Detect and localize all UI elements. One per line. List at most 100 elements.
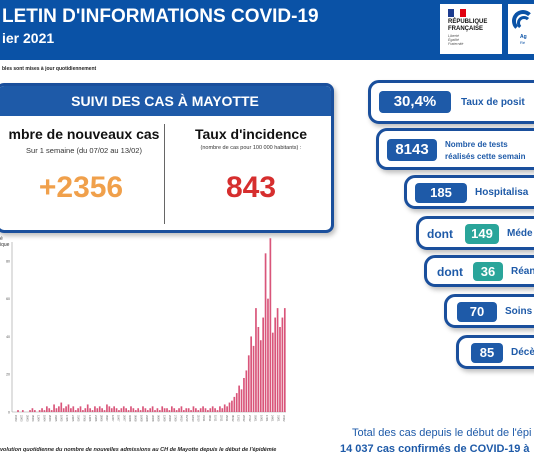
x-tick-label: 24/05 [71, 415, 75, 422]
chart-bar [41, 408, 43, 412]
x-tick-label: 18/10 [191, 415, 195, 422]
chart-bar [231, 400, 233, 412]
x-tick-label: 04/10 [179, 415, 183, 422]
chart-bar [197, 410, 200, 412]
tests-value: 8143 [387, 139, 437, 161]
chart-bar [245, 370, 248, 412]
soins-label: Soins a [505, 306, 534, 317]
chart-bar [247, 355, 250, 412]
new-cases-block: mbre de nouveaux cas Sur 1 semaine (du 0… [0, 126, 169, 155]
chart-bar [259, 340, 262, 412]
x-tick-label: 30/08 [151, 415, 155, 422]
reanimation-dont: dont [437, 265, 463, 279]
chart-bar [235, 393, 238, 412]
x-tick-label: 09/08 [134, 415, 138, 422]
chart-bar [154, 410, 156, 412]
chart-bar [101, 408, 103, 412]
suivi-panel: SUIVI DES CAS À MAYOTTE mbre de nouveaux… [0, 83, 334, 233]
chart-bar [271, 332, 274, 412]
tests-label: Nombre de tests réalisés cette semain [445, 140, 526, 161]
chart-bar [79, 406, 82, 412]
french-flag-icon [448, 9, 466, 17]
chart-bar [252, 345, 255, 412]
x-tick-label: 15/11 [214, 415, 218, 422]
chart-bar [166, 408, 168, 412]
x-tick-label: 06/12 [231, 415, 235, 422]
chart-bar [168, 410, 171, 412]
x-tick-label: 15/03 [14, 415, 18, 422]
chart-bar [118, 410, 120, 412]
x-tick-label: 26/04 [48, 415, 52, 422]
x-tick-label: 01/11 [202, 415, 206, 422]
x-tick-label: 03/01 [254, 415, 258, 422]
x-tick-label: 07/06 [82, 415, 86, 422]
chart-bar [243, 378, 245, 412]
incidence-value: 843 [225, 171, 277, 204]
medecine-pill: dont 149 Méde [416, 216, 534, 250]
x-tick-label: 25/10 [197, 415, 201, 422]
ars-arc-icon [512, 10, 534, 32]
reanimation-pill: dont 36 Réani [424, 255, 534, 287]
y-tick-label: 60 [6, 297, 10, 301]
chart-bar [144, 408, 147, 412]
chart-bar [216, 410, 219, 412]
chart-bar [190, 410, 192, 412]
x-tick-label: 02/08 [128, 415, 132, 422]
chart-bar [257, 327, 260, 412]
chart-bar [269, 238, 272, 412]
reanimation-value: 36 [473, 262, 503, 281]
suivi-title-bar: SUIVI DES CAS À MAYOTTE [0, 86, 331, 116]
x-tick-label: 31/01 [276, 415, 280, 422]
x-tick-label: 07/02 [282, 415, 286, 422]
x-tick-label: 13/09 [162, 415, 166, 422]
chart-bar [202, 406, 204, 412]
chart-bar [207, 410, 209, 412]
x-tick-label: 22/11 [219, 415, 223, 422]
suivi-title: SUIVI DES CAS À MAYOTTE [71, 93, 259, 109]
chart-bar [62, 408, 65, 412]
chart-bar [264, 253, 267, 412]
total-cases-value: 14 037 cas confirmés de COVID-19 à [340, 443, 530, 455]
positivity-label: Taux de posit [461, 97, 525, 108]
x-tick-label: 17/05 [65, 415, 69, 422]
chart-bar [250, 336, 252, 412]
chart-bar [94, 406, 96, 412]
chart-bar [158, 410, 161, 412]
x-tick-label: 27/12 [248, 415, 252, 422]
chart-bar [108, 406, 111, 412]
divider [164, 124, 165, 224]
x-tick-label: 13/12 [236, 415, 240, 422]
chart-bar [262, 317, 265, 412]
chart-bar [223, 404, 226, 412]
chart-bar [103, 410, 106, 412]
y-tick-label: 20 [6, 373, 10, 377]
chart-bar [50, 410, 53, 412]
x-tick-label: 31/05 [77, 415, 81, 422]
chart-bar [29, 410, 31, 412]
incidence-title: Taux d'incidence [195, 126, 307, 142]
chart-bar [33, 410, 36, 412]
x-tick-label: 12/07 [111, 415, 115, 422]
chart-bar [255, 308, 257, 412]
new-cases-period: Sur 1 semaine (du 07/02 au 13/02) [26, 146, 142, 155]
chart-bar [163, 408, 166, 412]
chart-bar [65, 406, 67, 412]
chart-caption: volution quotidienne du nombre de nouvel… [0, 447, 277, 453]
y-axis-label: é ique [0, 236, 10, 248]
chart-bar [86, 404, 89, 412]
chart-bar [98, 406, 101, 412]
chart-bar [149, 408, 152, 412]
chart-bar [281, 317, 284, 412]
chart-bar [21, 410, 24, 412]
incidence-block: Taux d'incidence (nombre de cas pour 100… [171, 126, 331, 151]
y-tick-label: 40 [6, 335, 10, 339]
x-tick-label: 20/12 [242, 415, 246, 422]
x-tick-label: 14/06 [88, 415, 92, 422]
chart-bar [31, 408, 34, 412]
tests-pill: 8143 Nombre de tests réalisés cette semai… [376, 128, 534, 170]
incidence-subtitle: (nombre de cas pour 100 000 habitants) : [200, 145, 302, 151]
chart-bar [58, 406, 60, 412]
chart-bar [199, 408, 202, 412]
chart-bar [204, 408, 207, 412]
chart-bar [82, 410, 84, 412]
